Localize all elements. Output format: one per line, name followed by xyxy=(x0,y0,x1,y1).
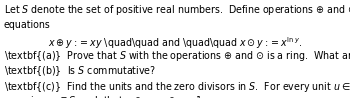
Text: Let $S$ denote the set of positive real numbers.  Define operations $\oplus$ and: Let $S$ denote the set of positive real … xyxy=(4,3,350,17)
Text: \textbf{(a)}  Prove that $S$ with the operations $\oplus$ and $\odot$ is a ring.: \textbf{(a)} Prove that $S$ with the ope… xyxy=(4,49,350,63)
Text: \textbf{(c)}  Find the units and the zero divisors in $S$.  For every unit $u \i: \textbf{(c)} Find the units and the zero… xyxy=(4,80,350,94)
Text: $x \oplus y := xy$ \quad\quad and \quad\quad $x \odot y := x^{\ln y}$.: $x \oplus y := xy$ \quad\quad and \quad\… xyxy=(48,35,302,51)
Text: equations: equations xyxy=(4,20,50,30)
Text: \textbf{(b)}  Is $S$ commutative?: \textbf{(b)} Is $S$ commutative? xyxy=(4,65,156,78)
Text: $v$, i.e., $v \in S$ such that $u \odot v = v \odot u = 1_S$.: $v$, i.e., $v \in S$ such that $u \odot … xyxy=(19,94,210,98)
